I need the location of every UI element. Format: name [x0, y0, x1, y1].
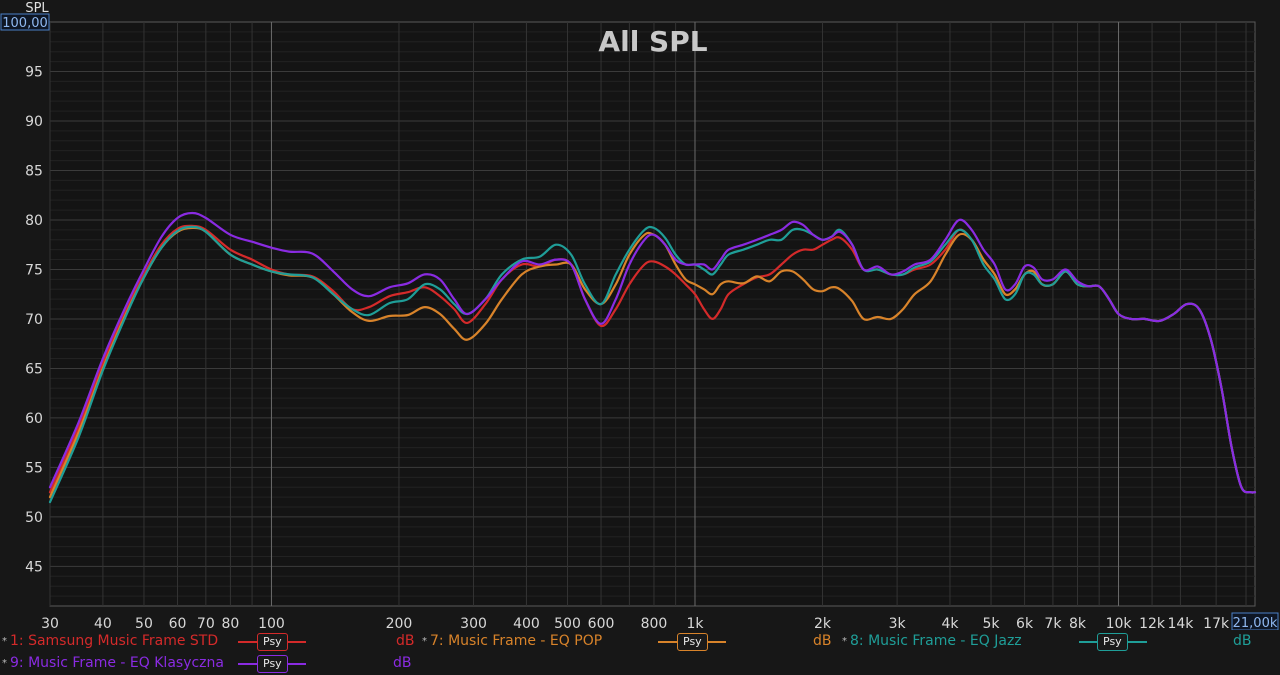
x-tick-label: 600	[588, 616, 615, 630]
y-tick-label: 85	[25, 163, 43, 179]
x-tick-label: 8k	[1069, 616, 1087, 630]
x-tick-label: 30	[41, 616, 59, 630]
y-tick-label: 55	[25, 460, 43, 476]
x-tick-label: 14k	[1167, 616, 1194, 630]
series-line-4[interactable]	[48, 211, 1257, 494]
legend-marker-icon[interactable]: *	[2, 658, 7, 669]
x-tick-label: 4k	[941, 616, 959, 630]
x-tick-label: 12k	[1139, 616, 1166, 630]
x-tick-label: 60	[169, 616, 187, 630]
y-tick-label: 75	[25, 262, 43, 278]
x-axis-ticks: 30 40 50 60 70 80 100 200 300 400 500 600 800 1k 2k 3k 4…	[41, 616, 1230, 630]
x-tick-label: 300	[460, 616, 487, 630]
legend-psy-button[interactable]: Psy	[1097, 633, 1128, 651]
x-tick-label: 10k	[1106, 616, 1133, 630]
legend-psy-button[interactable]: Psy	[257, 633, 288, 651]
y-tick-label: 80	[25, 213, 43, 229]
grid-lines	[49, 22, 1255, 606]
legend-marker-icon[interactable]: *	[842, 636, 847, 647]
legend-unit: dB	[396, 633, 415, 649]
x-tick-label: 400	[513, 616, 540, 630]
x-tick-label: 200	[386, 616, 413, 630]
legend-unit: dB	[1233, 633, 1252, 649]
series-lines	[48, 211, 1257, 504]
y-axis-ticks: 95 90 85 80 75 70 65 60 55 50 45	[25, 64, 43, 575]
x-tick-label: 1k	[686, 616, 704, 630]
y-axis-label: SPL	[25, 1, 49, 16]
x-tick-label: 2k	[814, 616, 832, 630]
y-axis-top-box[interactable]	[0, 13, 50, 31]
x-tick-label: 3k	[889, 616, 907, 630]
x-tick-label: 500	[554, 616, 581, 630]
legend-item-label[interactable]: 7: Music Frame - EQ POP	[430, 633, 603, 649]
legend-item-label[interactable]: 9: Music Frame - EQ Klasyczna	[10, 655, 224, 671]
y-axis-top-value[interactable]: 100,00	[2, 16, 48, 31]
legend-unit: dB	[813, 633, 832, 649]
x-axis-right-value[interactable]: 21,00k	[1233, 616, 1278, 630]
legend-row-2: * 9: Music Frame - EQ Klasyczna Psy dB	[0, 655, 1280, 675]
chart-title: All SPL	[598, 25, 707, 58]
x-tick-label: 5k	[983, 616, 1001, 630]
x-tick-label: 7k	[1044, 616, 1062, 630]
y-tick-label: 90	[25, 114, 43, 130]
x-tick-label: 6k	[1016, 616, 1034, 630]
spl-chart[interactable]: 95 90 85 80 75 70 65 60 55 50 45 30 40 50 60 70 80 100 20…	[0, 0, 1280, 630]
x-tick-label: 80	[221, 616, 239, 630]
legend-psy-button[interactable]: Psy	[257, 655, 288, 673]
x-tick-label: 100	[258, 616, 285, 630]
plot-area[interactable]	[49, 21, 1256, 607]
y-tick-label: 95	[25, 64, 43, 80]
x-tick-label: 17k	[1203, 616, 1230, 630]
legend-unit: dB	[393, 655, 412, 671]
y-tick-label: 60	[25, 411, 43, 427]
legend-item-label[interactable]: 1: Samsung Music Frame STD	[10, 633, 219, 649]
legend-psy-button[interactable]: Psy	[677, 633, 708, 651]
x-axis-right-box[interactable]	[1231, 612, 1279, 630]
x-tick-label: 70	[197, 616, 215, 630]
x-tick-label: 800	[641, 616, 668, 630]
legend-marker-icon[interactable]: *	[422, 636, 427, 647]
y-tick-label: 65	[25, 361, 43, 377]
x-tick-label: 40	[94, 616, 112, 630]
legend-row-1: * 1: Samsung Music Frame STD Psy dB * 7:…	[0, 633, 1280, 653]
legend-item-label[interactable]: 8: Music Frame - EQ Jazz	[850, 633, 1022, 649]
x-tick-label: 50	[135, 616, 153, 630]
legend-marker-icon[interactable]: *	[2, 636, 7, 647]
y-tick-label: 70	[25, 312, 43, 328]
y-tick-label: 45	[25, 559, 43, 575]
y-tick-label: 50	[25, 510, 43, 526]
